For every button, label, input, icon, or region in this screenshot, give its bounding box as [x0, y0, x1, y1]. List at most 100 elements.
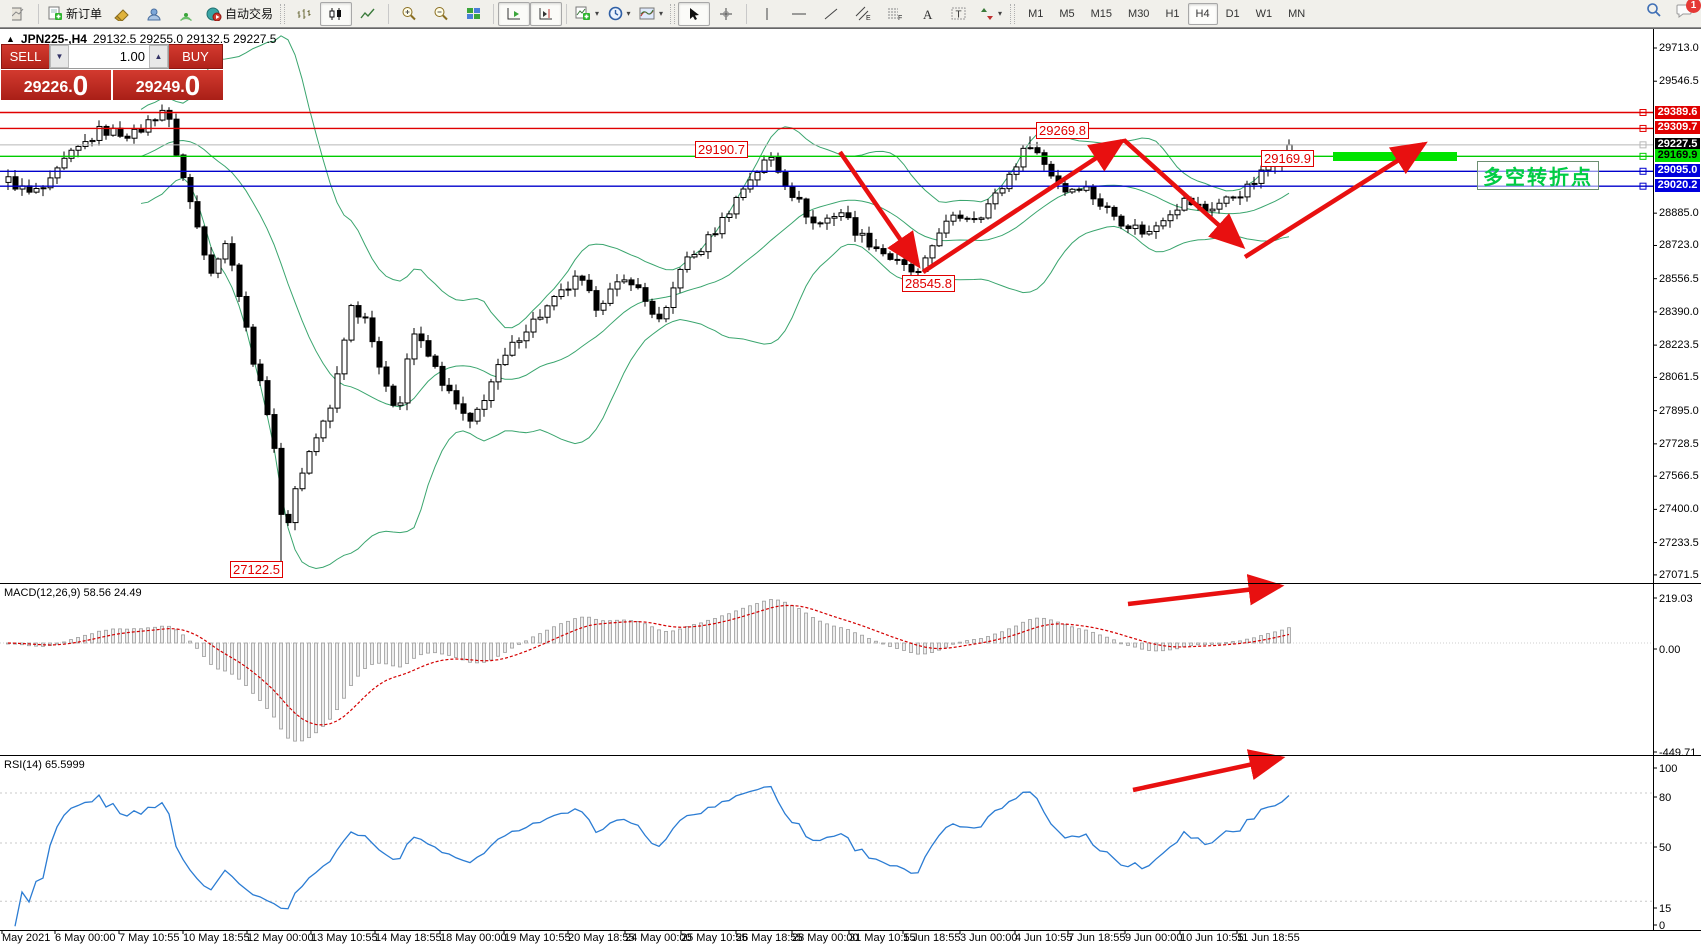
hline-icon	[791, 7, 807, 21]
rsi-pane	[0, 785, 1653, 927]
bars-icon	[296, 7, 312, 21]
sell-button[interactable]: SELL	[1, 44, 49, 69]
fibo-button[interactable]: F	[879, 2, 911, 26]
svg-text:E: E	[866, 15, 871, 21]
level-anchor	[1639, 109, 1647, 117]
zoom-in-button[interactable]	[393, 2, 425, 26]
timeframe-mn-button[interactable]: MN	[1288, 7, 1306, 20]
level-anchor	[1639, 141, 1647, 149]
timeframe-toolbar: M1 M5 M15 M30 H1 H4 D1 W1 MN	[1020, 2, 1313, 25]
hline-button[interactable]	[783, 2, 815, 26]
trendline-icon	[824, 7, 838, 21]
fibo-icon: F	[887, 6, 903, 21]
zoom-out-icon	[433, 6, 449, 21]
periods-button[interactable]: ▾	[603, 2, 635, 26]
zoom-out-button[interactable]	[425, 2, 457, 26]
auto-scroll-icon	[506, 7, 522, 21]
timeframe-m5-button[interactable]: M5	[1059, 7, 1075, 20]
community-button[interactable]	[138, 2, 170, 26]
linechart-button[interactable]	[352, 2, 384, 26]
sell-price-main: 29226.	[23, 79, 73, 96]
candles-button[interactable]	[320, 1, 353, 26]
tile-windows-button[interactable]	[457, 2, 489, 26]
dropdown-caret-icon: ▾	[595, 9, 600, 18]
eraser-button[interactable]	[106, 2, 138, 26]
trendline-button[interactable]	[815, 2, 847, 26]
toolbar-separator	[566, 3, 568, 24]
chart-window-icon	[12, 7, 24, 21]
timeframe-m15-button[interactable]: M15	[1090, 7, 1113, 20]
macd-pane	[0, 599, 1653, 742]
eraser-icon	[114, 7, 130, 21]
volume-control: ▼ 1.00 ▲	[49, 44, 169, 69]
toolbar-grip	[1010, 3, 1016, 24]
bars-button[interactable]	[288, 2, 320, 26]
volume-increase-button[interactable]: ▲	[149, 45, 168, 68]
trend-arrow[interactable]	[1132, 749, 1286, 793]
new-order-button[interactable]: 新订单	[43, 2, 106, 26]
buy-price[interactable]: 29249. 0	[113, 70, 223, 100]
timeframe-h1-button[interactable]: H1	[1165, 7, 1180, 20]
toolbar: 新订单 自动交易 ▾ ▾ ▾ E F A T ▾ M1 M5 M15 M30 H1 H4 D1 W1 MN 1	[0, 0, 1701, 28]
crosshair-button[interactable]	[710, 2, 742, 26]
svg-text:F: F	[898, 15, 902, 21]
new-order-icon	[47, 6, 63, 22]
svg-text:A: A	[923, 7, 933, 21]
trend-arrow[interactable]	[921, 138, 1126, 274]
toolbar-separator	[388, 3, 390, 24]
chat-badge: 1	[1686, 0, 1701, 13]
timeframe-d1-button[interactable]: D1	[1225, 7, 1240, 20]
dropdown-caret-icon: ▾	[998, 9, 1003, 18]
level-anchor	[1639, 124, 1647, 132]
timeframe-m30-button[interactable]: M30	[1128, 7, 1150, 20]
channel-button[interactable]: E	[847, 2, 879, 26]
trend-arrow[interactable]	[838, 150, 921, 269]
auto-scroll-button[interactable]	[498, 1, 531, 26]
timeframe-w1-button[interactable]: W1	[1255, 7, 1273, 20]
toolbar-items: 新订单 自动交易 ▾ ▾ ▾ E F A T ▾	[2, 1, 1018, 26]
autotrade-icon	[206, 7, 222, 21]
periods-icon	[608, 6, 623, 21]
vline-button[interactable]	[751, 2, 783, 26]
volume-decrease-button[interactable]: ▼	[50, 45, 69, 68]
level-anchor	[1639, 167, 1647, 175]
buy-button[interactable]: BUY	[169, 44, 223, 69]
trend-arrow[interactable]	[1127, 574, 1285, 607]
trend-arrow[interactable]	[1243, 141, 1428, 259]
indicators-icon	[575, 6, 591, 21]
one-click-trading-panel: SELL ▼ 1.00 ▲ BUY 29226. 0 29249. 0	[1, 44, 223, 100]
symbol-arrow-icon: ▲	[6, 34, 15, 44]
sell-price[interactable]: 29226. 0	[1, 70, 111, 100]
autotrade-button[interactable]: 自动交易	[202, 2, 277, 26]
tile-windows-icon	[466, 7, 481, 21]
shapes-button[interactable]: ▾	[975, 2, 1007, 26]
toolbar-separator	[493, 3, 495, 24]
level-anchor	[1639, 182, 1647, 190]
trend-arrow[interactable]	[1122, 138, 1246, 250]
chart-window-button[interactable]	[2, 2, 34, 26]
signal-button[interactable]	[170, 2, 202, 26]
chat-icon[interactable]: 1	[1676, 0, 1701, 18]
label-button[interactable]: T	[943, 2, 975, 26]
candles-icon	[328, 7, 344, 21]
text-button[interactable]: A	[911, 2, 943, 26]
channel-icon: E	[855, 6, 871, 21]
chart-shift-button[interactable]	[530, 1, 563, 26]
cursor-button[interactable]	[678, 1, 711, 26]
indicators-button[interactable]: ▾	[571, 2, 603, 26]
timeframe-m1-button[interactable]: M1	[1028, 7, 1044, 20]
dropdown-caret-icon: ▾	[659, 9, 664, 18]
label-icon: T	[951, 6, 967, 21]
volume-input[interactable]: 1.00	[119, 49, 145, 64]
vline-icon	[762, 7, 772, 21]
community-icon	[146, 7, 162, 21]
search-icon[interactable]	[1646, 2, 1662, 18]
main-pane	[5, 35, 1293, 569]
symbol-header: ▲ JPN225-,H4 29132.5 29255.0 29132.5 292…	[6, 32, 276, 46]
templates-button[interactable]: ▾	[635, 2, 667, 26]
zoom-in-icon	[401, 6, 417, 21]
dropdown-caret-icon: ▾	[626, 9, 631, 18]
timeframe-h4-button[interactable]: H4	[1187, 2, 1218, 25]
